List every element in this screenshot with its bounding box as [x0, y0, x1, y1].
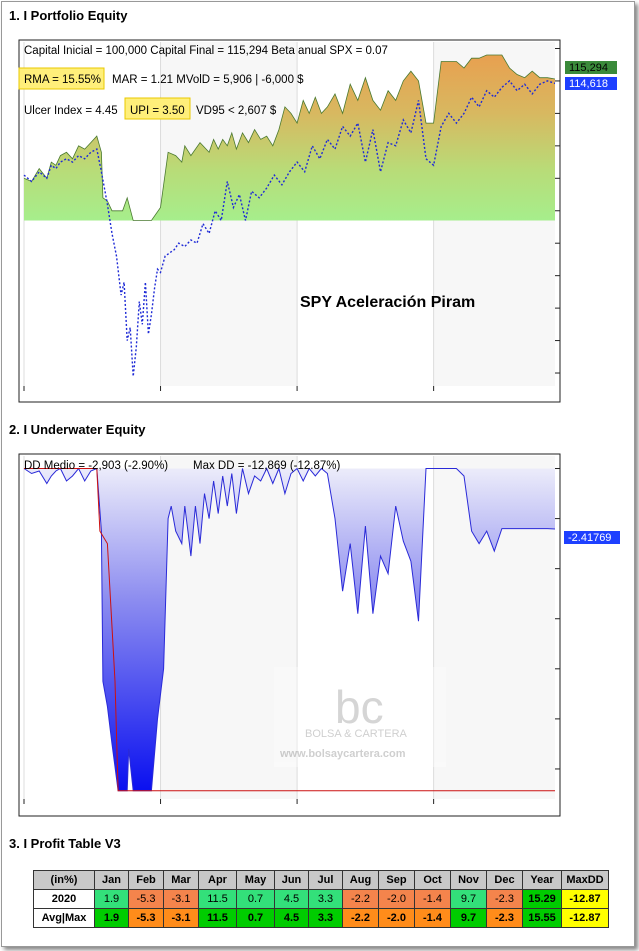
- profit-cell: 4.5: [274, 908, 309, 928]
- upi-label: UPI = 3.50: [130, 105, 185, 117]
- max-dd-label: Max DD = -12,869 (-12.87%): [193, 460, 340, 472]
- underwater-area: [24, 468, 555, 791]
- profit-cell: -2.2: [342, 889, 379, 909]
- profit-cell: -12.87: [561, 908, 609, 928]
- final-equity-badge-text: 115,294: [569, 62, 608, 74]
- section-title-profit: 3. I Profit Table V3: [9, 836, 121, 851]
- profit-col-header: Jan: [94, 870, 129, 890]
- profit-col-header: Mar: [163, 870, 199, 890]
- final-equity-badge: [565, 61, 617, 74]
- profit-cell: 1.9: [94, 889, 129, 909]
- profit-col-header: (in%): [33, 870, 95, 890]
- row-label: Avg|Max: [33, 908, 95, 928]
- profit-cell: 0.7: [236, 889, 275, 909]
- profit-table-header: (in%) Jan Feb Mar Apr May Jun Jul Aug Sep Oct Nov De…: [33, 870, 609, 890]
- rma-label: RMA = 15.55%: [24, 74, 101, 86]
- watermark-box: [274, 667, 446, 767]
- profit-cell: -1.4: [414, 908, 451, 928]
- spy-last-badge: [565, 77, 617, 90]
- watermark-brand: BOLSA & CARTERA: [305, 728, 408, 740]
- upi-highlight: [124, 97, 191, 120]
- last-dd-badge: [564, 531, 620, 544]
- profit-cell: 9.7: [450, 908, 487, 928]
- profit-col-header: MaxDD: [561, 870, 609, 890]
- profit-cell: 9.7: [450, 889, 487, 909]
- table-row: 2020 1.9 -5.3 -3.1 11.5 0.7 4.5 3.3 -2.2 -2.0 -1.4…: [33, 889, 609, 909]
- profit-cell: -12.87: [561, 889, 609, 909]
- dd-medio-label: DD Medio = -2,903 (-2.90%): [24, 460, 168, 472]
- profit-cell: 4.5: [274, 889, 309, 909]
- table-row: Avg|Max 1.9 -5.3 -3.1 11.5 0.7 4.5 3.3 -2.2 -2.0-…: [33, 908, 609, 928]
- profit-col-header: Oct: [414, 870, 451, 890]
- underwater-line: [23, 466, 556, 792]
- section-title-underwater: 2. I Underwater Equity: [9, 422, 146, 437]
- profit-cell: 11.5: [198, 908, 237, 928]
- profit-cell: 3.3: [308, 889, 343, 909]
- profit-cell: 0.7: [236, 908, 275, 928]
- equity-area: [24, 55, 555, 221]
- profit-cell: -5.3: [128, 908, 164, 928]
- section-title-equity: 1. I Portfolio Equity: [9, 8, 128, 23]
- profit-cell: 15.55: [522, 908, 562, 928]
- profit-cell: -3.1: [163, 908, 199, 928]
- profit-table: (in%) Jan Feb Mar Apr May Jun Jul Aug Sep Oct Nov De…: [33, 870, 609, 928]
- rma-highlight: [18, 67, 105, 90]
- spy-benchmark-line: [23, 79, 556, 377]
- underwater-chart: DD Medio = -2,903 (-2.90%) Max DD = -12,…: [18, 453, 620, 817]
- profit-cell: -2.0: [378, 908, 415, 928]
- profit-cell: -2.0: [378, 889, 415, 909]
- mar-mvold-label: MAR = 1.21 MVolD = 5,906 | -6,000 $: [112, 74, 304, 86]
- watermark: bc BOLSA & CARTERA www.bolsaycartera.com: [274, 667, 446, 767]
- vd95-label: VD95 < 2,607 $: [196, 105, 277, 117]
- profit-cell: 11.5: [198, 889, 237, 909]
- profit-cell: -3.1: [163, 889, 199, 909]
- equity-chart: Capital Inicial = 100,000 Capital Final …: [18, 39, 617, 403]
- watermark-logo: bc: [335, 681, 384, 733]
- profit-col-header: Jul: [308, 870, 343, 890]
- profit-col-header: Year: [522, 870, 562, 890]
- profit-col-header: May: [236, 870, 275, 890]
- ulcer-label: Ulcer Index = 4.45: [24, 105, 118, 117]
- profit-col-header: Nov: [450, 870, 487, 890]
- profit-cell: -5.3: [128, 889, 164, 909]
- strategy-title: SPY Aceleración Piram: [300, 294, 475, 311]
- profit-cell: 15.29: [522, 889, 562, 909]
- profit-col-header: Jun: [274, 870, 309, 890]
- profit-col-header: Sep: [378, 870, 415, 890]
- profit-col-header: Apr: [198, 870, 237, 890]
- equity-line: [23, 54, 556, 221]
- profit-col-header: Aug: [342, 870, 379, 890]
- last-dd-badge-text: -2.41769: [568, 532, 611, 544]
- profit-cell: -1.4: [414, 889, 451, 909]
- profit-col-header: Dec: [486, 870, 523, 890]
- profit-cell: 1.9: [94, 908, 129, 928]
- profit-cell: 3.3: [308, 908, 343, 928]
- profit-cell: -2.2: [342, 908, 379, 928]
- watermark-url: www.bolsaycartera.com: [279, 748, 406, 760]
- profit-cell: -2.3: [486, 889, 523, 909]
- profit-col-header: Feb: [128, 870, 164, 890]
- max-drawdown-line: [24, 468, 555, 792]
- spy-last-badge-text: 114,618: [569, 78, 608, 90]
- equity-stats-line1: Capital Inicial = 100,000 Capital Final …: [24, 45, 388, 57]
- row-label: 2020: [33, 889, 95, 909]
- profit-cell: -2.3: [486, 908, 523, 928]
